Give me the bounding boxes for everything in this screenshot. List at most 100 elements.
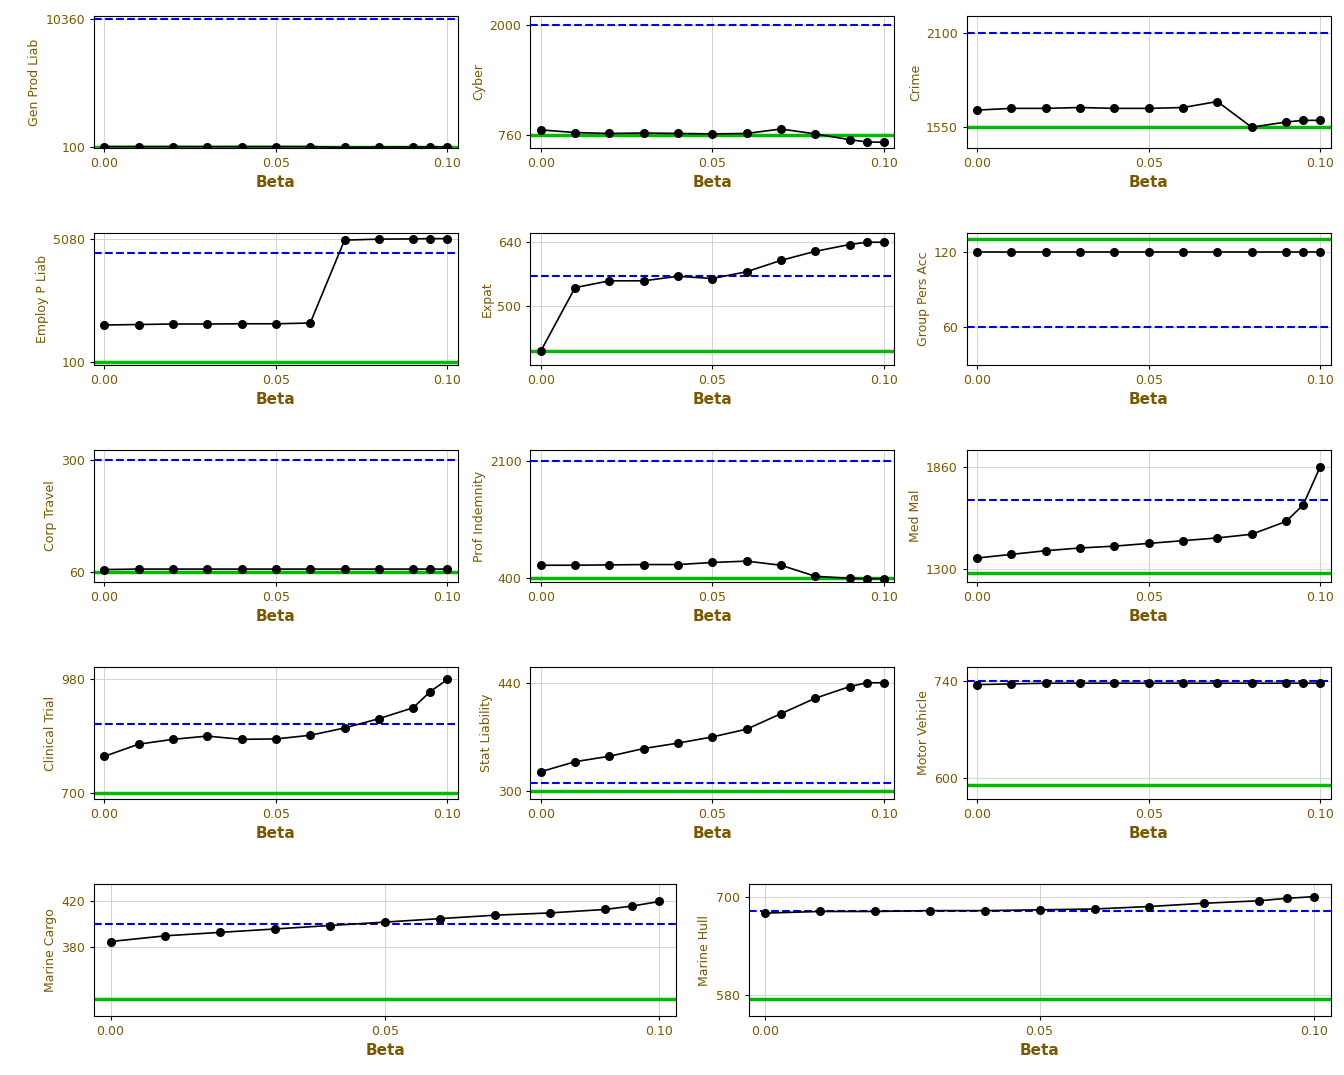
Y-axis label: Corp Travel: Corp Travel — [44, 481, 56, 551]
Point — [1275, 890, 1297, 907]
Point — [1172, 243, 1193, 260]
Point — [1309, 675, 1331, 692]
Point — [805, 243, 827, 260]
Point — [1172, 675, 1193, 692]
Point — [1304, 888, 1325, 905]
Point — [402, 230, 423, 247]
Point — [667, 556, 688, 573]
Point — [966, 676, 988, 693]
Point — [1207, 92, 1228, 110]
Point — [737, 125, 758, 142]
Point — [94, 561, 116, 578]
Point — [1293, 243, 1314, 260]
Point — [874, 133, 895, 151]
Point — [128, 138, 149, 155]
Point — [1241, 675, 1262, 692]
Point — [419, 683, 441, 700]
Point — [1172, 99, 1193, 116]
Point — [530, 121, 551, 139]
Point — [231, 731, 253, 748]
Point — [437, 230, 458, 247]
Point — [649, 893, 671, 911]
Point — [966, 549, 988, 567]
Point — [737, 263, 758, 281]
Point — [598, 272, 620, 289]
Point — [1241, 243, 1262, 260]
Point — [368, 560, 390, 577]
Point — [770, 252, 792, 269]
Point — [163, 560, 184, 577]
Point — [333, 719, 355, 736]
Point — [1241, 526, 1262, 543]
Point — [856, 674, 878, 691]
Point — [737, 553, 758, 570]
Point — [1293, 112, 1314, 129]
Point — [1138, 243, 1160, 260]
X-axis label: Beta: Beta — [1129, 827, 1168, 842]
Point — [1001, 100, 1023, 117]
Point — [231, 315, 253, 332]
Point — [128, 735, 149, 752]
Point — [155, 928, 176, 945]
Point — [1001, 243, 1023, 260]
Y-axis label: Cyber: Cyber — [472, 63, 485, 100]
X-axis label: Beta: Beta — [692, 827, 732, 842]
Point — [667, 734, 688, 751]
Y-axis label: Clinical Trial: Clinical Trial — [44, 696, 56, 771]
Point — [1070, 540, 1091, 557]
Point — [94, 748, 116, 765]
Point — [196, 315, 218, 332]
Point — [1030, 901, 1051, 918]
Point — [94, 138, 116, 155]
Point — [564, 124, 586, 141]
Y-axis label: Expat: Expat — [480, 281, 493, 317]
X-axis label: Beta: Beta — [257, 175, 296, 190]
Point — [1070, 675, 1091, 692]
Point — [1193, 894, 1215, 912]
Point — [1275, 675, 1297, 692]
Point — [419, 139, 441, 156]
Point — [919, 902, 941, 919]
Y-axis label: Group Pers Acc: Group Pers Acc — [917, 252, 930, 346]
Point — [1309, 458, 1331, 475]
Point — [1309, 243, 1331, 260]
Point — [265, 560, 286, 577]
Point — [702, 729, 723, 746]
Point — [333, 231, 355, 248]
Point — [484, 906, 505, 923]
Point — [667, 125, 688, 142]
Point — [839, 131, 860, 148]
X-axis label: Beta: Beta — [366, 1044, 405, 1059]
Point — [1207, 243, 1228, 260]
Point — [300, 314, 321, 331]
Point — [333, 139, 355, 156]
Point — [300, 560, 321, 577]
Point — [530, 343, 551, 360]
Point — [128, 560, 149, 577]
Point — [374, 914, 395, 931]
Point — [598, 556, 620, 573]
Point — [196, 560, 218, 577]
Point — [633, 272, 655, 289]
Point — [598, 748, 620, 765]
Point — [128, 316, 149, 333]
Point — [594, 901, 616, 918]
Point — [702, 270, 723, 287]
Point — [1035, 675, 1056, 692]
Point — [667, 268, 688, 285]
Point — [1103, 675, 1125, 692]
Point — [231, 138, 253, 155]
Point — [368, 139, 390, 156]
Point — [770, 557, 792, 574]
Point — [437, 671, 458, 688]
Point — [1138, 534, 1160, 551]
Point — [1103, 243, 1125, 260]
Point — [1275, 513, 1297, 530]
Point — [1207, 529, 1228, 546]
Y-axis label: Motor Vehicle: Motor Vehicle — [917, 690, 930, 775]
Point — [196, 138, 218, 155]
Point — [320, 917, 341, 934]
Y-axis label: Marine Cargo: Marine Cargo — [44, 908, 56, 992]
Point — [99, 933, 121, 950]
Point — [805, 568, 827, 585]
